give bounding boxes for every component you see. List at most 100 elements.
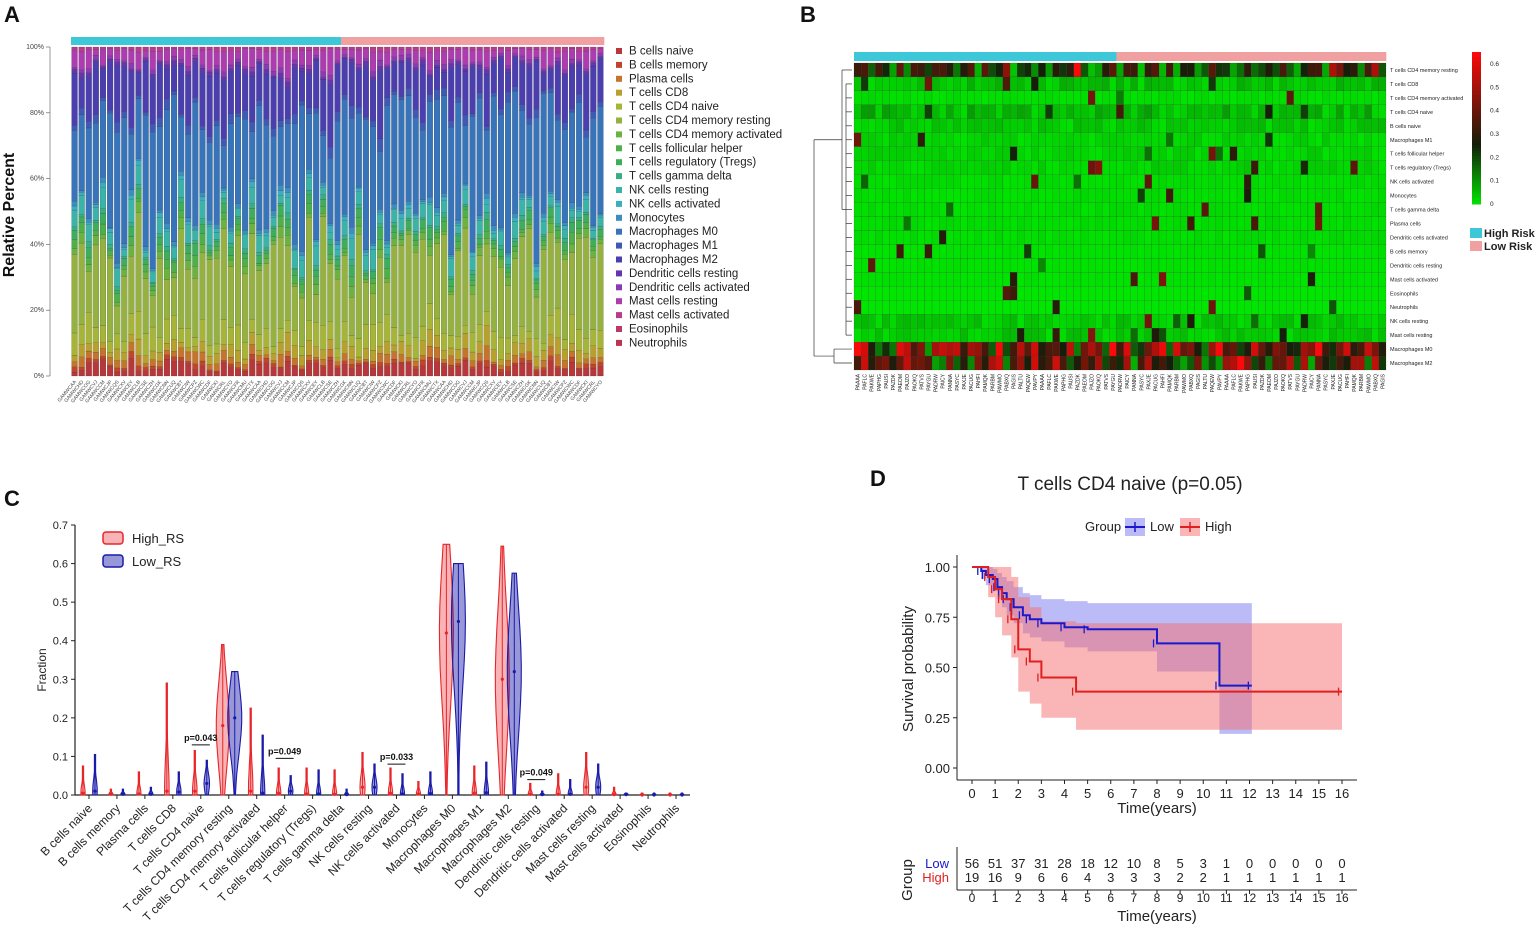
heatmap-cell — [960, 216, 968, 231]
group-cell — [868, 52, 876, 61]
group-cell — [554, 37, 562, 45]
stacked-segment — [519, 362, 526, 377]
heatmap-cell — [910, 328, 918, 343]
heatmap-cell — [1038, 202, 1046, 217]
ytick-label: 100% — [26, 44, 44, 51]
heatmap-cell — [1258, 328, 1266, 343]
stacked-segment — [135, 311, 142, 340]
heatmap-cell — [1236, 328, 1245, 343]
stacked-segment — [469, 360, 476, 368]
heatmap-cell — [1279, 76, 1287, 91]
heatmap-col-label: PAMQK — [1168, 373, 1174, 391]
stacked-segment — [220, 350, 227, 361]
stacked-segment — [362, 275, 369, 280]
d-xtick-label: 13 — [1265, 786, 1279, 801]
heatmap-cell — [1123, 258, 1131, 273]
heatmap-cell — [1002, 230, 1011, 245]
stacked-segment — [483, 193, 490, 199]
stacked-segment — [171, 246, 178, 259]
stacked-segment — [398, 55, 405, 61]
heatmap-cell — [974, 160, 982, 175]
heatmap-cell — [1088, 230, 1096, 245]
heatmap-cell — [1187, 258, 1195, 273]
heatmap-cell — [1180, 300, 1188, 315]
heatmap-cell — [868, 90, 876, 105]
heatmap-cell — [1024, 355, 1032, 371]
stacked-segment — [213, 125, 220, 225]
heatmap-cell — [1002, 118, 1011, 133]
heatmap-cell — [1180, 132, 1188, 147]
stacked-segment — [298, 104, 305, 252]
heatmap-cell — [1137, 188, 1145, 203]
heatmap-cell — [960, 328, 968, 343]
stacked-segment — [270, 71, 277, 76]
heatmap-cell — [1343, 118, 1351, 133]
heatmap-cell — [1378, 272, 1387, 287]
heatmap-cell — [1130, 160, 1138, 175]
heatmap-cell — [1059, 188, 1067, 203]
group-cell — [504, 37, 512, 45]
heatmap-cell — [1009, 160, 1018, 175]
heatmap-cell — [1166, 328, 1174, 343]
stacked-segment — [540, 93, 547, 214]
heatmap-cell — [1364, 76, 1372, 91]
stacked-segment — [348, 57, 355, 60]
heatmap-cell — [1314, 62, 1323, 78]
stacked-segment — [135, 198, 142, 202]
stacked-segment — [355, 191, 362, 205]
heatmap-cell — [1336, 355, 1344, 371]
panel-d-title: T cells CD4 naive (p=0.05) — [1017, 474, 1242, 495]
heatmap-cell — [1265, 230, 1273, 245]
violin-median — [177, 790, 181, 794]
stacked-segment — [419, 199, 426, 202]
stacked-segment — [263, 263, 270, 329]
stacked-segment — [291, 366, 298, 377]
heatmap-cell — [1080, 132, 1089, 147]
stacked-segment — [490, 364, 497, 366]
heatmap-cell — [988, 258, 996, 273]
heatmap-cell — [1059, 76, 1067, 91]
stacked-segment — [156, 244, 163, 252]
heatmap-cell — [882, 90, 890, 105]
heatmap-cell — [995, 76, 1004, 91]
heatmap-cell — [981, 132, 989, 147]
stacked-segment — [384, 105, 391, 241]
heatmap-cell — [1236, 230, 1245, 245]
stacked-segment — [121, 46, 128, 49]
heatmap-cell — [1336, 328, 1344, 343]
legend-swatch — [616, 256, 622, 263]
heatmap-cell — [1080, 188, 1089, 203]
stacked-segment — [270, 363, 277, 368]
stacked-segment — [178, 202, 185, 211]
heatmap-cell — [953, 230, 961, 245]
heatmap-cell — [1236, 342, 1245, 357]
panel-c-ylabel: Fraction — [35, 648, 49, 691]
group-cell — [1336, 52, 1344, 61]
heatmap-cell — [1194, 300, 1202, 315]
stacked-segment — [277, 225, 284, 238]
heatmap-cell — [946, 314, 954, 329]
heatmap-cell — [868, 62, 876, 78]
stacked-segment — [192, 61, 199, 98]
stacked-segment — [398, 341, 405, 355]
heatmap-cell — [1244, 90, 1252, 105]
heatmap-cell — [861, 118, 869, 133]
stacked-segment — [391, 344, 398, 352]
stacked-segment — [78, 214, 85, 218]
stacked-segment — [206, 252, 213, 257]
heatmap-cell — [1173, 202, 1181, 217]
heatmap-cell — [1307, 104, 1316, 119]
stacked-segment — [99, 100, 107, 178]
heatmap-cell — [981, 230, 989, 245]
heatmap-cell — [1116, 132, 1124, 147]
stacked-segment — [234, 229, 242, 236]
stacked-segment — [121, 117, 128, 244]
colorbar-step — [1472, 112, 1481, 116]
group-cell — [1237, 52, 1245, 61]
heatmap-cell — [1045, 300, 1053, 315]
heatmap-cell — [1180, 90, 1188, 105]
heatmap-cell — [1329, 160, 1337, 175]
heatmap-cell — [1038, 355, 1046, 371]
heatmap-cell — [1343, 146, 1351, 161]
stacked-segment — [568, 232, 576, 245]
